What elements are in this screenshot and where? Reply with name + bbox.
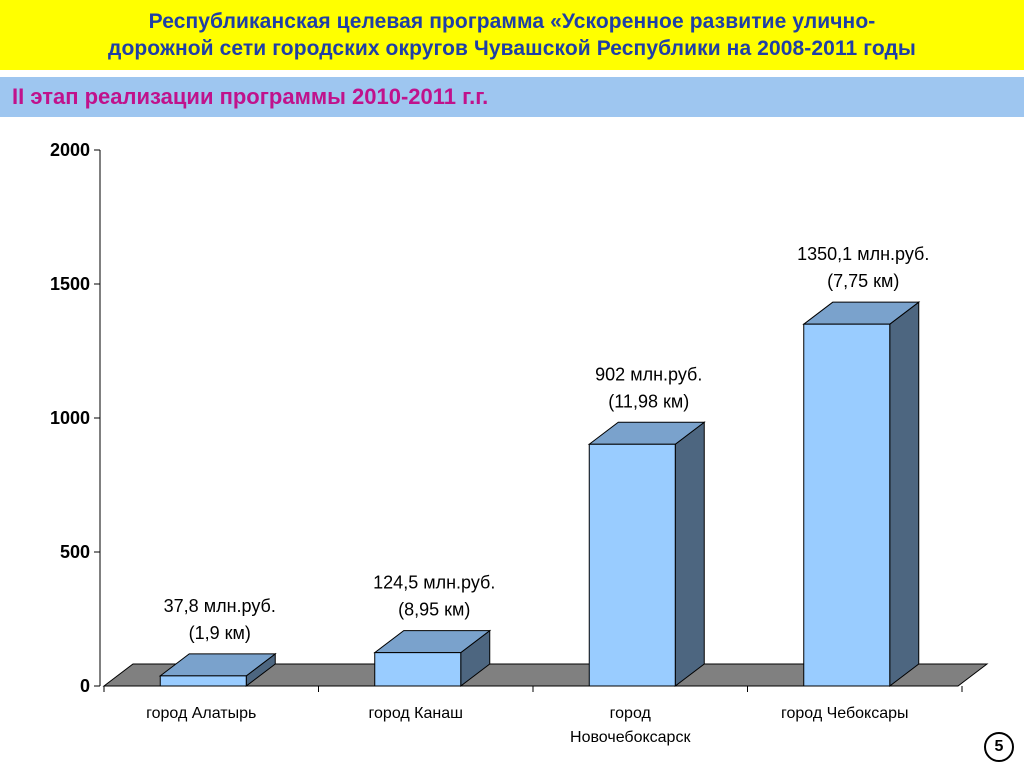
x-category-label: Новочебоксарск xyxy=(570,729,691,746)
page-title-line-2: дорожной сети городских округов Чувашско… xyxy=(108,37,916,60)
bar xyxy=(588,443,676,687)
y-tick-label: 1500 xyxy=(50,274,90,294)
y-tick-label: 2000 xyxy=(50,140,90,160)
data-label: 37,8 млн.руб. xyxy=(164,596,276,616)
x-category-label: город Чебоксары xyxy=(781,705,909,722)
page-number: 5 xyxy=(994,738,1004,755)
page-title-line-1: Республиканская целевая программа «Ускор… xyxy=(148,10,876,33)
data-label: (8,95 км) xyxy=(398,600,470,620)
bar-side xyxy=(674,421,705,688)
x-category-label: город Канаш xyxy=(369,705,463,722)
stage-band: II этап реализации программы 2010-2011 г… xyxy=(0,77,1024,117)
bar-side xyxy=(889,301,920,688)
y-tick-label: 1000 xyxy=(50,408,90,428)
stage-title: II этап реализации программы 2010-2011 г… xyxy=(12,84,489,109)
bar xyxy=(159,675,247,687)
page-number-badge: 5 xyxy=(984,732,1014,762)
x-category-label: город xyxy=(610,705,652,722)
data-label: 1350,1 млн.руб. xyxy=(797,244,929,264)
data-label: (11,98 км) xyxy=(608,391,689,411)
y-tick-label: 0 xyxy=(80,676,90,696)
bar xyxy=(803,323,891,687)
data-label: (1,9 км) xyxy=(189,623,251,643)
x-category-label: город Алатырь xyxy=(146,705,256,722)
data-label: 902 млн.руб. xyxy=(595,364,702,384)
y-tick-label: 500 xyxy=(60,542,90,562)
bar xyxy=(374,652,462,687)
data-label: (7,75 км) xyxy=(827,271,899,291)
title-band: Республиканская целевая программа «Ускор… xyxy=(0,0,1024,70)
data-label: 124,5 млн.руб. xyxy=(373,573,495,593)
